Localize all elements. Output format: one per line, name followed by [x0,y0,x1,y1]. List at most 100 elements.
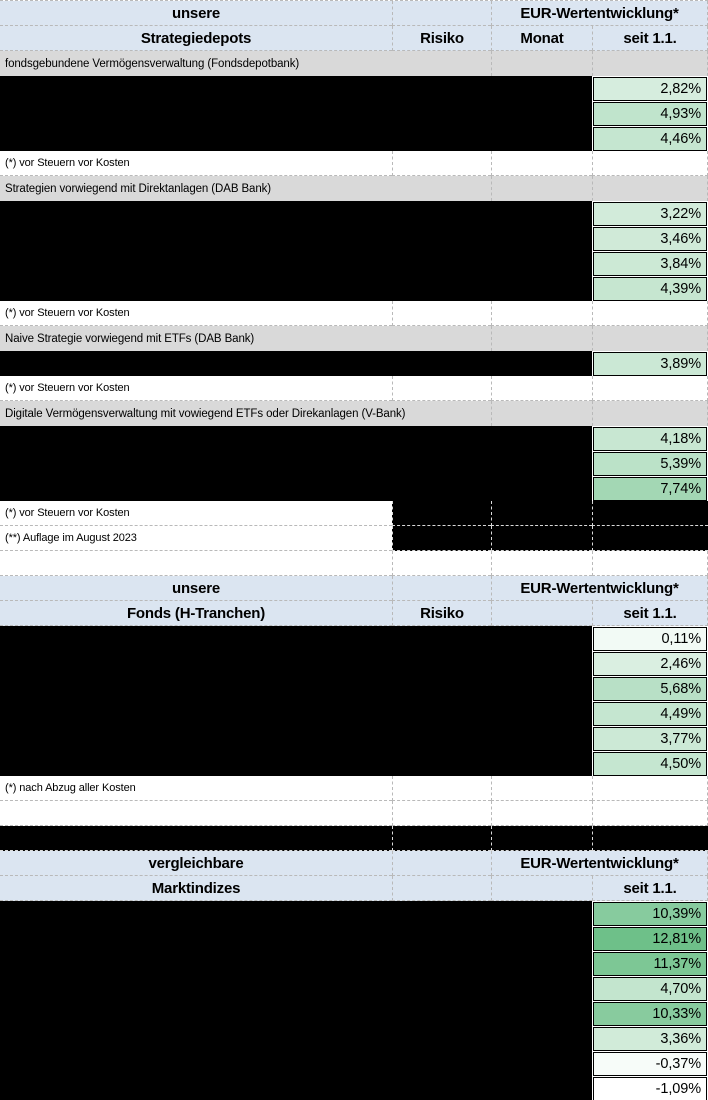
table-row: Strategien vorwiegend mit Direktanlagen … [0,176,708,201]
performance-cell[interactable]: 2,46% [593,651,707,676]
table-row: 4,18% [0,426,708,451]
table-row: 5,68% [0,676,708,701]
column-header [392,876,491,901]
table-row: 11,37% [0,951,708,976]
empty-cell [392,151,491,176]
table-row: 12,81% [0,926,708,951]
performance-cell[interactable]: -1,09% [593,1076,707,1100]
empty-cell [592,776,708,801]
empty-cell [0,551,392,576]
performance-cell[interactable]: 10,33% [593,1001,707,1026]
redacted-area [0,101,592,126]
table-row: 3,89% [0,351,708,376]
gridline [491,176,492,201]
performance-cell[interactable]: 5,39% [593,451,707,476]
gridline [592,51,593,76]
redacted-cell [392,501,491,526]
header-spacer-cell [392,1,491,26]
performance-cell[interactable]: 3,36% [593,1026,707,1051]
empty-cell [592,151,708,176]
performance-cell[interactable]: 10,39% [593,901,707,926]
table-row: Naive Strategie vorwiegend mit ETFs (DAB… [0,326,708,351]
performance-cell[interactable]: 3,84% [593,251,707,276]
performance-cell[interactable]: 4,93% [593,101,707,126]
table-row: 3,46% [0,226,708,251]
redacted-area [0,1001,592,1026]
redacted-area [0,426,592,451]
performance-cell[interactable]: 4,39% [593,276,707,301]
redacted-cell [0,826,392,851]
section-banner: Strategien vorwiegend mit Direktanlagen … [5,182,272,195]
performance-cell[interactable]: 4,49% [593,701,707,726]
performance-cell[interactable]: 3,77% [593,726,707,751]
performance-cell[interactable]: -0,37% [593,1051,707,1076]
table-row: 4,93% [0,101,708,126]
performance-cell[interactable]: 5,68% [593,676,707,701]
performance-cell[interactable]: 7,74% [593,476,707,501]
table-title: unsere [0,1,392,26]
redacted-area [0,726,592,751]
redacted-area [0,976,592,1001]
redacted-area [0,926,592,951]
performance-cell[interactable]: 2,82% [593,76,707,101]
table-row: 3,36% [0,1026,708,1051]
footnote-text: (**) Auflage im August 2023 [0,526,392,551]
table-row [0,551,708,576]
redacted-area [0,126,592,151]
redacted-area [0,1051,592,1076]
table-row: 10,39% [0,901,708,926]
table-row [0,826,708,851]
table-row: (*) vor Steuern vor Kosten [0,376,708,401]
redacted-area [0,951,592,976]
footnote-text: (*) vor Steuern vor Kosten [0,151,392,176]
redacted-area [0,276,592,301]
footnote-text: (*) vor Steuern vor Kosten [0,376,392,401]
empty-cell [392,776,491,801]
footnote-text: (*) vor Steuern vor Kosten [0,301,392,326]
redacted-area [0,351,592,376]
table-row: vergleichbare EUR-Wertentwicklung* [0,851,708,876]
performance-cell[interactable]: 12,81% [593,926,707,951]
column-header: seit 1.1. [592,26,708,51]
redacted-cell [491,526,592,551]
table-row: 3,84% [0,251,708,276]
performance-cell[interactable]: 4,18% [593,426,707,451]
performance-cell[interactable]: 0,11% [593,626,707,651]
section-banner: Digitale Vermögensverwaltung mit vowiege… [5,407,406,420]
performance-cell[interactable]: 3,89% [593,351,707,376]
table-row: Strategiedepots Risiko Monat seit 1.1. [0,26,708,51]
redacted-cell [392,826,491,851]
performance-cell[interactable]: 3,22% [593,201,707,226]
table-row: unsere EUR-Wertentwicklung* [0,576,708,601]
table-row: 2,46% [0,651,708,676]
gridline [491,401,492,426]
table-row: 5,39% [0,451,708,476]
empty-cell [491,776,592,801]
redacted-cell [592,526,708,551]
table-row: (*) nach Abzug aller Kosten [0,776,708,801]
column-header: Fonds (H-Tranchen) [0,601,392,626]
redacted-cell [392,526,491,551]
redacted-area [0,226,592,251]
table-row: (**) Auflage im August 2023 [0,526,708,551]
redacted-area [0,901,592,926]
gridline [491,326,492,351]
performance-cell[interactable]: 4,70% [593,976,707,1001]
redacted-area [0,251,592,276]
performance-cell[interactable]: 4,50% [593,751,707,776]
table-row: 2,82% [0,76,708,101]
table-row: 4,70% [0,976,708,1001]
table-row: fondsgebundene Vermögensverwaltung (Fond… [0,51,708,76]
table-row: 7,74% [0,476,708,501]
performance-cell[interactable]: 11,37% [593,951,707,976]
empty-cell [392,801,491,826]
gridline [592,326,593,351]
eur-performance-header: EUR-Wertentwicklung* [491,1,708,26]
gridline [592,401,593,426]
table-row [0,801,708,826]
redacted-area [0,201,592,226]
redacted-area [0,76,592,101]
performance-cell[interactable]: 3,46% [593,226,707,251]
performance-cell[interactable]: 4,46% [593,126,707,151]
redacted-cell [592,501,708,526]
